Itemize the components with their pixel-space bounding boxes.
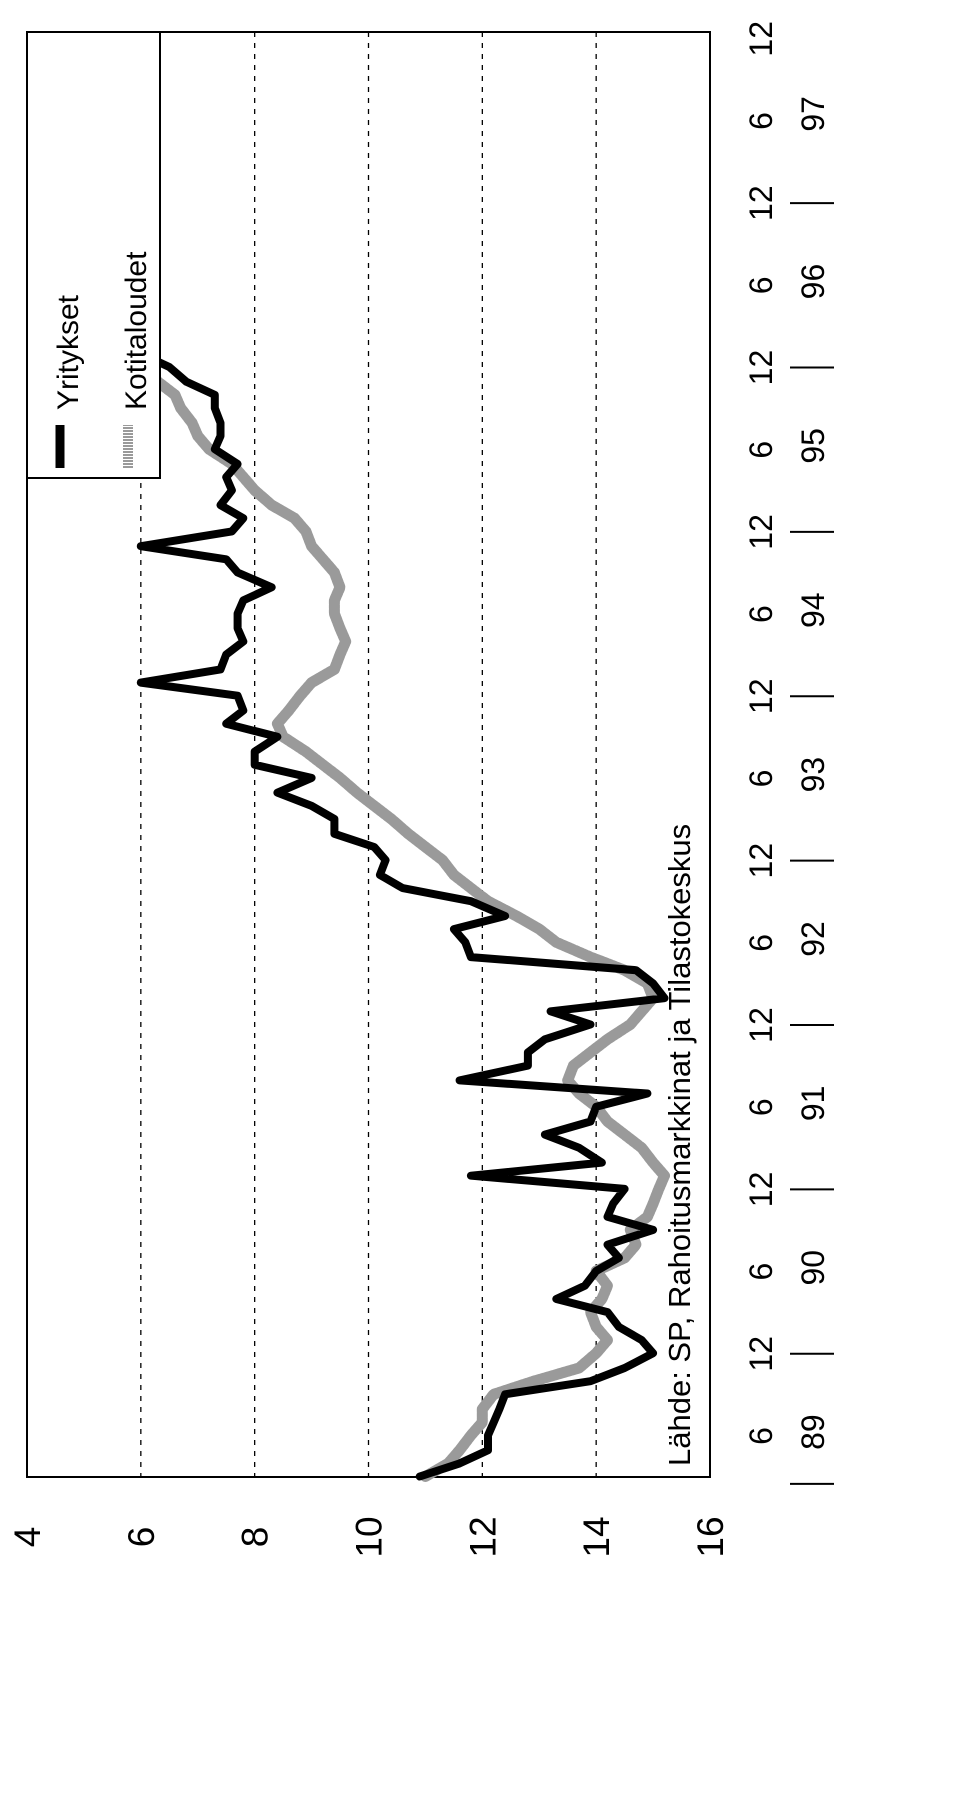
x-month-tick-label: 12 [743,1336,779,1372]
x-month-tick-label: 6 [743,934,779,952]
x-month-tick-label: 12 [743,350,779,386]
x-year-label: 97 [795,96,831,132]
x-year-label: 89 [795,1414,831,1450]
x-year-label: 93 [795,757,831,793]
legend-label-kotitaloudet: Kotitaloudet [120,251,153,410]
gridlines [140,32,597,1477]
legend-box [26,31,161,479]
legend: Yritykset Kotitaloudet [26,31,161,479]
y-tick-label: 6 [121,1527,162,1548]
x-month-tick-label: 6 [743,276,779,294]
x-year-label: 96 [795,264,831,300]
x-year-label: 92 [795,921,831,957]
y-tick-label: 8 [235,1527,276,1548]
x-month-tick-label: 12 [743,1007,779,1043]
x-month-tick-label: 6 [743,441,779,459]
x-month-tick-label: 12 [743,678,779,714]
x-month-tick-label: 6 [743,1263,779,1281]
x-month-tick-label: 6 [743,1427,779,1445]
x-month-tick-label: 12 [743,21,779,57]
x-year-label: 90 [795,1250,831,1286]
x-month-tick-label: 6 [743,1098,779,1116]
source-note: Lähde: SP, Rahoitusmarkkinat ja Tilastok… [662,824,697,1466]
x-year-label: 95 [795,428,831,464]
legend-label-yritykset: Yritykset [52,294,85,410]
x-year-label: 94 [795,592,831,628]
y-tick-label: 4 [7,1527,48,1548]
x-month-tick-label: 12 [743,185,779,221]
y-tick-label: 12 [462,1516,503,1557]
x-month-tick-label: 6 [743,770,779,788]
x-month-tick-label: 12 [743,1172,779,1208]
y-tick-label: 16 [690,1516,731,1557]
y-tick-label: 10 [349,1516,390,1557]
x-month-tick-label: 12 [743,843,779,879]
x-year-label: 91 [795,1086,831,1122]
axis-ticks: 4 6 8 10 12 14 16 6 12 6 12 6 12 6 12 6 12 6 12 6 12 6 12 6 12 89… [7,21,834,1558]
x-month-tick-label: 6 [743,605,779,623]
x-month-tick-label: 12 [743,514,779,550]
x-month-tick-label: 6 [743,112,779,130]
y-tick-label: 14 [576,1516,617,1557]
